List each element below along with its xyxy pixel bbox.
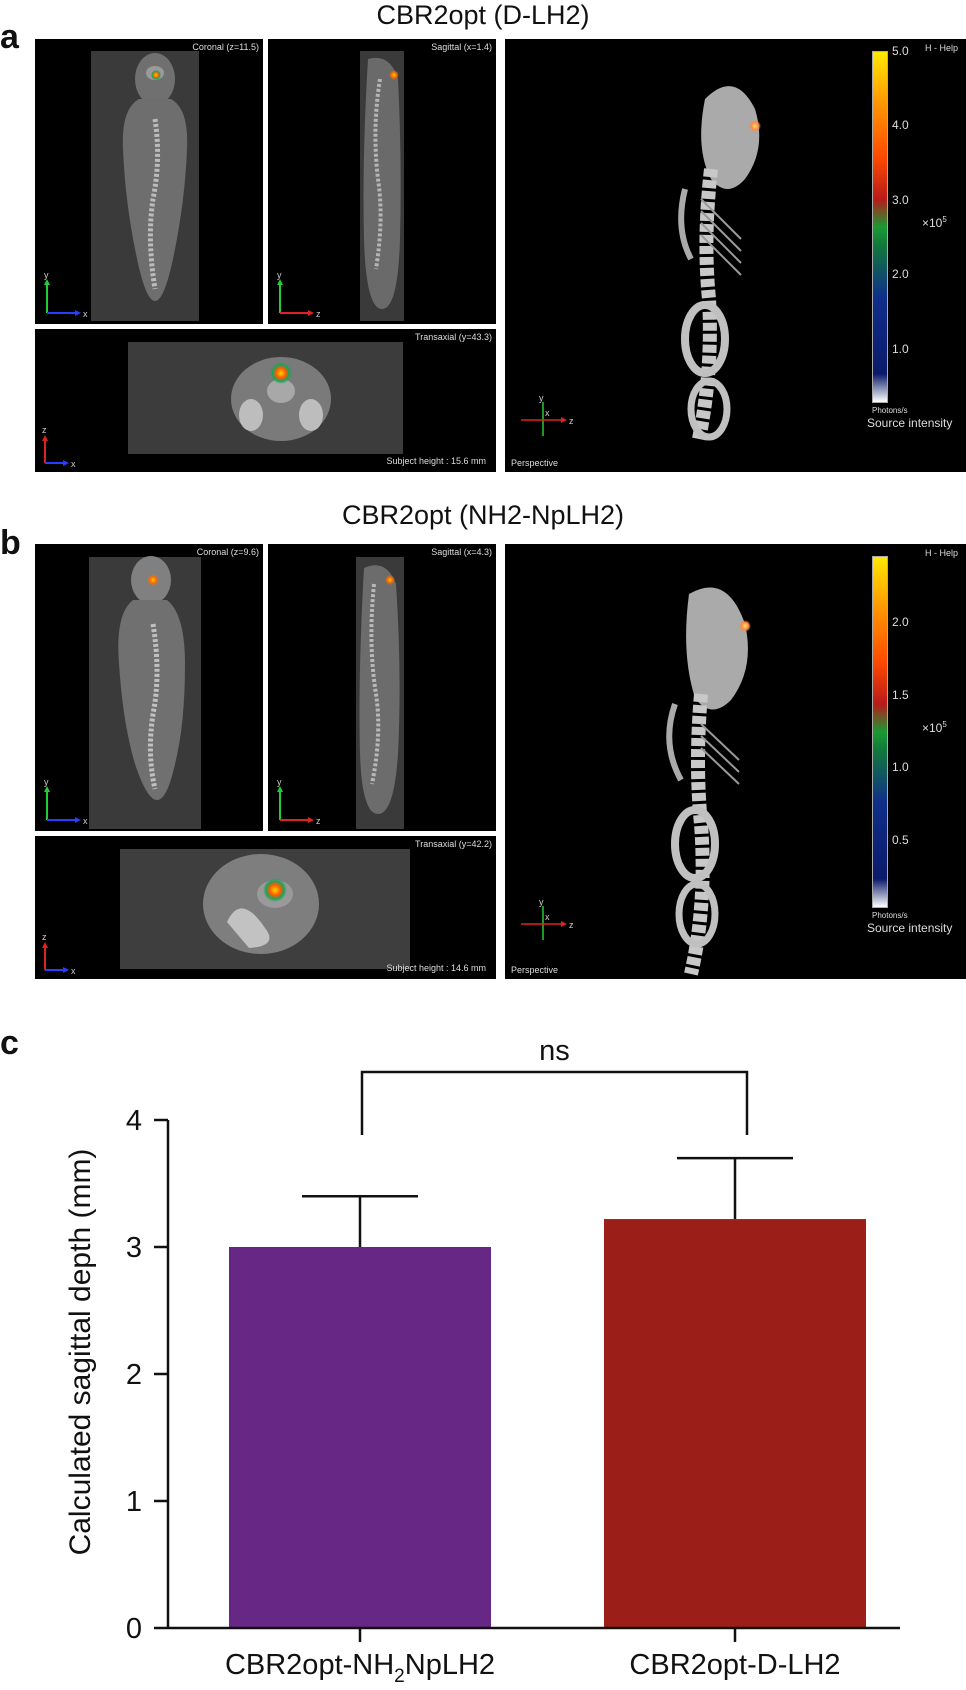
significance-bracket [360,1070,749,1135]
colorbar-tick-label: 1.0 [892,341,909,356]
axis-z-letter: z [569,920,573,930]
colorbar-name-a: Source intensity [867,416,953,430]
axis-triad-xz-a: z x [42,425,76,469]
y-tick-label: 3 [126,1232,142,1264]
colorbar-a [872,51,888,403]
colorbar-tick-label: 3.0 [892,192,909,207]
colorbar-tick-label: 1.0 [892,760,909,775]
x-tick-label: CBR2opt-NH2NpLH2 [225,1649,495,1687]
transaxial-view-b[interactable]: Transaxial (y=42.2) Subject height : 14.… [35,836,496,979]
coronal-label-a: Coronal (z=11.5) [192,42,259,52]
axis-z-letter: z [42,932,47,942]
render-3d-view-b[interactable]: H - Help Perspective y x z 2.0 1.5 1.0 0.5 … [505,544,966,979]
colorbar-name-b: Source intensity [867,921,953,935]
colorbar-tick-label: 4.0 [892,118,909,133]
sagittal-label-b: Sagittal (x=4.3) [431,547,492,557]
y-axis-label: Calculated sagittal depth (mm) [64,1149,97,1556]
axis-y-letter: y [44,778,49,787]
axis-x-letter: x [545,912,550,922]
bar-chart: Calculated sagittal depth (mm) 0 1 2 3 4 CBR… [64,1035,900,1687]
axis-z-letter: z [42,425,47,435]
transaxial-label-a: Transaxial (y=43.3) [415,332,492,342]
axis-x-letter: x [71,459,76,469]
significance-label: ns [539,1035,570,1067]
coronal-image-b [89,556,201,829]
sagittal-image-b [356,557,404,829]
axis-triad-xy-b: y x [44,778,88,826]
transaxial-image-b [120,849,410,969]
axis-x-letter: x [83,816,88,826]
colorbar-tick-label: 0.5 [892,833,909,848]
colorbar-tick-label: 5.0 [892,44,909,58]
colorbar-exponent-base-b: ×10 [922,721,943,735]
colorbar-tick-label: 1.5 [892,687,909,702]
axis-x-letter: x [71,966,76,976]
bar-1 [229,1247,491,1628]
transaxial-view-a[interactable]: Transaxial (y=43.3) Subject height : 15.… [35,329,496,472]
axis-triad-3d-b: y x z [521,898,573,940]
axis-triad-yz-a: y z [277,271,321,319]
coronal-view-a[interactable]: Coronal (z=11.5) y x [35,39,263,324]
perspective-label-b: Perspective [511,965,559,975]
colorbar-unit-a: Photons/s [872,406,908,415]
sagittal-view-b[interactable]: Sagittal (x=4.3) y z [268,544,496,831]
axis-y-letter: y [44,271,49,280]
colorbar-tick-label: 2.0 [892,267,909,282]
help-label-a[interactable]: H - Help [924,43,958,53]
sagittal-image-a [360,51,404,321]
perspective-label-a: Perspective [511,458,559,468]
axis-triad-xy-a: y x [44,271,88,319]
skeleton-render-a [678,86,761,441]
coronal-view-b[interactable]: Coronal (z=9.6) y x [35,544,263,831]
subject-height-b: Subject height : 14.6 mm [386,963,486,973]
axis-triad-xz-b: z x [42,932,76,976]
y-tick-label: 0 [126,1613,142,1645]
coronal-label-b: Coronal (z=9.6) [196,547,259,557]
axis-y-letter: y [539,394,544,403]
help-label-b[interactable]: H - Help [924,548,958,558]
panel-a-title: CBR2opt (D-LH2) [376,0,590,30]
y-tick-label: 1 [126,1486,142,1518]
axis-y-letter: y [539,898,544,907]
colorbar-exponent-b: ×105 [922,720,947,735]
panel-letter-a: a [0,18,19,56]
axis-z-letter: z [569,416,573,426]
axis-triad-yz-b: y z [277,778,321,826]
axis-y-letter: y [277,271,282,280]
colorbar-exponent-power-a: 5 [942,215,947,224]
skeleton-render-b [666,587,751,976]
transaxial-image-a [128,342,403,454]
axis-x-letter: x [83,309,88,319]
render-3d-view-a[interactable]: H - Help Perspective y x z 5.0 4.0 3.0 2.0 1… [505,39,966,472]
panel-letter-c: c [0,1024,19,1062]
bar-2 [604,1219,866,1628]
panel-b-title: CBR2opt (NH2-NpLH2) [341,500,625,530]
panel-letter-b: b [0,524,21,562]
colorbar-exponent-base-a: ×10 [922,216,943,230]
transaxial-label-b: Transaxial (y=42.2) [415,839,492,849]
sagittal-view-a[interactable]: Sagittal (x=1.4) y z [268,39,496,324]
colorbar-b [872,556,888,908]
colorbar-exponent-a: ×105 [922,215,947,230]
axis-x-letter: x [545,408,550,418]
y-tick-label: 4 [126,1105,142,1137]
colorbar-tick-label: 2.0 [892,614,909,629]
y-tick-label: 2 [126,1359,142,1391]
sagittal-label-a: Sagittal (x=1.4) [431,42,492,52]
axis-triad-3d-a: y x z [521,394,573,436]
x-tick-label: CBR2opt-D-LH2 [629,1649,840,1681]
colorbar-exponent-power-b: 5 [942,720,947,729]
axis-y-letter: y [277,778,282,787]
axis-z-letter: z [316,816,321,826]
axis-z-letter: z [316,309,321,319]
subject-height-a: Subject height : 15.6 mm [386,456,486,466]
colorbar-unit-b: Photons/s [872,911,908,920]
coronal-image-a [91,51,199,321]
